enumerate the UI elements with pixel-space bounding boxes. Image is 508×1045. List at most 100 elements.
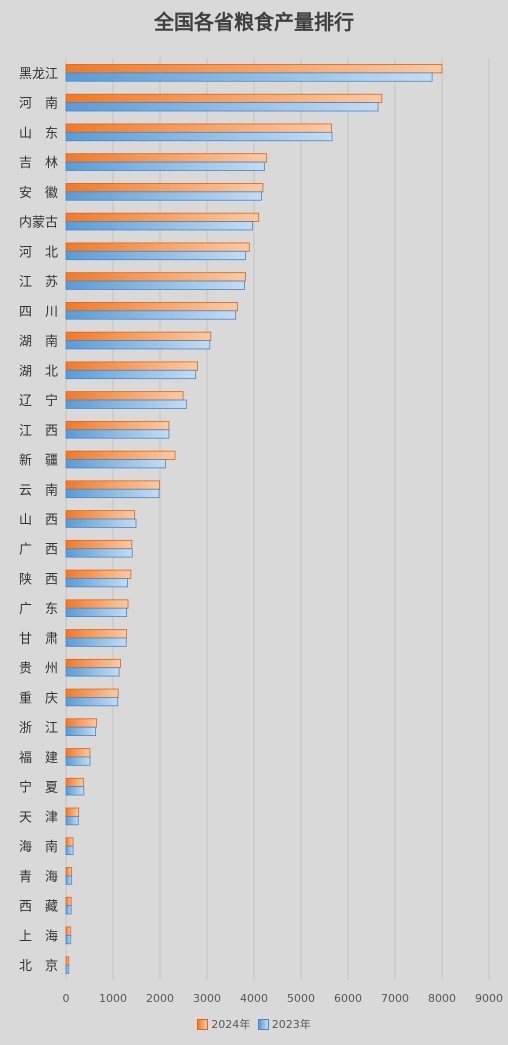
bar-2023-7 bbox=[65, 280, 246, 290]
bar-2024-24 bbox=[65, 777, 84, 788]
category-label: 云 南 bbox=[19, 482, 58, 498]
bar-2023-21 bbox=[65, 697, 119, 707]
bar-2024-7 bbox=[65, 272, 246, 282]
category-label: 湖 北 bbox=[19, 364, 58, 379]
bar-2023-29 bbox=[65, 934, 72, 945]
category-label: 广 东 bbox=[19, 602, 58, 617]
bar-2023-3 bbox=[65, 161, 265, 171]
category-label: 河 南 bbox=[19, 96, 58, 112]
bar-2023-28 bbox=[65, 905, 72, 915]
category-label: 江 西 bbox=[19, 424, 58, 439]
bar-2023-23 bbox=[65, 756, 91, 766]
bar-2024-4 bbox=[65, 183, 264, 193]
category-label: 广 西 bbox=[19, 543, 58, 558]
bar-2024-1 bbox=[65, 93, 383, 104]
x-tick-label: 4000 bbox=[240, 992, 268, 1005]
category-label: 海 南 bbox=[19, 839, 58, 855]
category-label: 江 苏 bbox=[19, 274, 58, 290]
category-label: 山 西 bbox=[19, 513, 58, 528]
legend-swatch-2023 bbox=[257, 1018, 269, 1030]
category-label: 四 川 bbox=[19, 305, 58, 320]
category-label: 青 海 bbox=[19, 870, 58, 885]
x-tick-label: 7000 bbox=[381, 992, 409, 1005]
x-tick-label: 0 bbox=[63, 992, 70, 1005]
legend: 2024年 2023年 bbox=[0, 1016, 508, 1033]
bar-2024-5 bbox=[65, 212, 260, 222]
x-tick-labels: 0 1000 2000 3000 4000 5000 6000 7000 8000 9000 bbox=[63, 992, 504, 1005]
category-label: 河 北 bbox=[19, 245, 58, 260]
bar-2023-26 bbox=[65, 845, 74, 855]
bar-2024-15 bbox=[65, 510, 136, 520]
category-label: 浙 江 bbox=[19, 721, 58, 736]
legend-swatch-2024 bbox=[197, 1018, 209, 1030]
bar-2024-30 bbox=[65, 956, 70, 966]
x-tick-label: 5000 bbox=[287, 992, 315, 1005]
category-label: 吉 林 bbox=[19, 156, 58, 171]
bar-2024-18 bbox=[65, 599, 129, 609]
bar-2023-11 bbox=[65, 399, 187, 409]
category-label: 辽 宁 bbox=[19, 393, 58, 409]
bar-2024-9 bbox=[65, 331, 212, 341]
bar-2024-20 bbox=[65, 658, 121, 669]
bar-2023-1 bbox=[65, 102, 379, 112]
bar-2023-25 bbox=[65, 816, 79, 826]
category-label: 宁 夏 bbox=[19, 780, 58, 796]
bar-2023-20 bbox=[65, 667, 120, 677]
bar-2024-29 bbox=[65, 926, 72, 936]
legend-item-2024: 2024年 bbox=[197, 1016, 250, 1032]
bar-2023-19 bbox=[65, 637, 127, 647]
legend-label-2023: 2023年 bbox=[271, 1018, 311, 1031]
bar-2024-28 bbox=[65, 896, 72, 907]
category-label: 西 藏 bbox=[19, 900, 58, 915]
category-label: 天 津 bbox=[19, 810, 58, 825]
bar-2024-17 bbox=[65, 569, 132, 579]
bar-2023-13 bbox=[65, 459, 167, 469]
bar-2024-2 bbox=[65, 123, 332, 133]
category-label: 湖 南 bbox=[19, 334, 58, 350]
category-label: 黑龙江 bbox=[19, 67, 58, 82]
bar-2024-3 bbox=[65, 153, 268, 163]
bar-2024-19 bbox=[65, 629, 128, 639]
bar-2023-6 bbox=[65, 250, 246, 261]
bar-2023-17 bbox=[65, 578, 128, 588]
category-label: 甘 肃 bbox=[19, 632, 58, 647]
bar-2023-2 bbox=[65, 131, 333, 142]
category-label: 新 疆 bbox=[19, 453, 58, 469]
bar-2023-24 bbox=[65, 786, 85, 796]
bar-2023-16 bbox=[65, 548, 133, 558]
bar-2024-27 bbox=[65, 867, 73, 877]
bar-2023-0 bbox=[65, 72, 433, 82]
bar-2024-13 bbox=[65, 450, 176, 460]
bar-2023-9 bbox=[65, 340, 211, 350]
bar-2024-11 bbox=[65, 391, 184, 401]
x-tick-label: 6000 bbox=[334, 992, 362, 1005]
bar-2023-18 bbox=[65, 607, 128, 618]
category-label: 重 庆 bbox=[19, 690, 58, 706]
bar-2023-5 bbox=[65, 221, 253, 231]
category-label: 贵 州 bbox=[19, 662, 58, 677]
bar-2024-26 bbox=[65, 837, 74, 847]
x-tick-label: 2000 bbox=[146, 992, 174, 1005]
bar-2024-6 bbox=[65, 242, 250, 252]
category-label: 上 海 bbox=[19, 929, 58, 944]
bar-2023-8 bbox=[65, 310, 237, 320]
bar-2023-14 bbox=[65, 488, 160, 499]
bar-2023-22 bbox=[65, 726, 97, 736]
x-tick-label: 8000 bbox=[428, 992, 456, 1005]
legend-label-2024: 2024年 bbox=[211, 1018, 251, 1031]
bar-2024-0 bbox=[65, 64, 443, 74]
bars bbox=[65, 64, 443, 974]
bar-2023-4 bbox=[65, 191, 262, 201]
category-label: 安 徽 bbox=[19, 186, 58, 201]
bar-2023-10 bbox=[65, 369, 197, 380]
x-tick-label: 1000 bbox=[99, 992, 127, 1005]
bar-2023-12 bbox=[65, 429, 170, 439]
bar-2024-21 bbox=[65, 688, 119, 698]
bar-2024-8 bbox=[65, 302, 238, 312]
legend-item-2023: 2023年 bbox=[257, 1016, 311, 1032]
category-label: 北 京 bbox=[19, 959, 58, 974]
category-label: 内蒙古 bbox=[19, 215, 58, 231]
bar-2024-22 bbox=[65, 718, 97, 728]
